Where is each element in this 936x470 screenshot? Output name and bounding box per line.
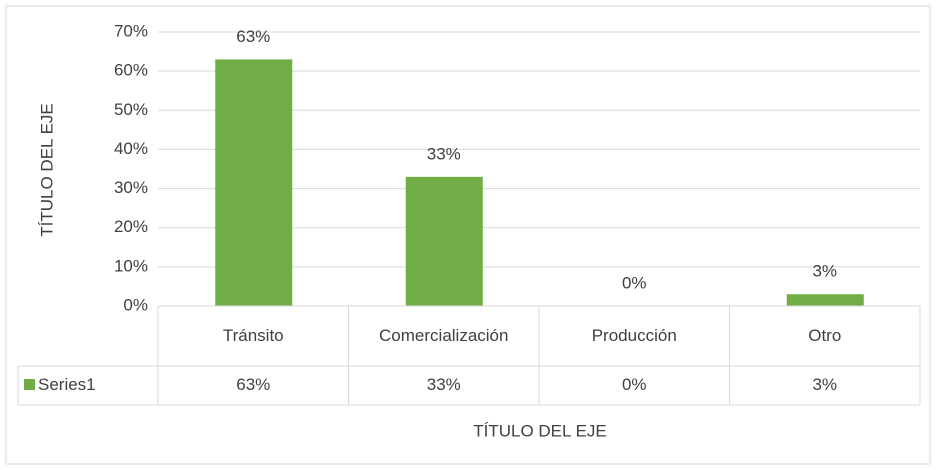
data-label: 0% [622,273,647,292]
x-tick-label: Comercialización [379,326,509,346]
data-label: 63% [236,27,270,46]
x-axis-title: TÍTULO DEL EJE [473,421,607,440]
y-tick-label: 20% [114,217,148,236]
table-value: 63% [236,375,270,394]
category-cell: Comercialización [379,326,509,346]
y-tick-label: 60% [114,61,148,80]
y-axis-title: TÍTULO DEL EJE [37,103,56,237]
table-value: 0% [622,375,647,394]
bar [215,59,293,307]
x-tick-label: Otro [808,326,842,346]
x-tick-label: Producción [591,326,677,346]
bar [786,294,864,306]
y-tick-label: 10% [114,256,148,275]
legend-key [24,379,35,390]
y-tick-label: 40% [114,139,148,158]
category-cell: Producción [591,326,677,346]
y-tick-label: 70% [114,21,148,40]
y-tick-label: 0% [123,295,148,314]
table-value: 33% [427,375,461,394]
x-tick-label: Tránsito [222,326,284,346]
category-cell: Tránsito [222,326,284,346]
y-tick-label: 50% [114,100,148,119]
data-label: 33% [427,144,461,163]
legend-label: Series1 [38,375,96,394]
category-cell: Otro [808,326,842,346]
data-label: 3% [812,262,837,281]
table-value: 3% [812,375,837,394]
bar [405,176,483,306]
y-tick-label: 30% [114,178,148,197]
